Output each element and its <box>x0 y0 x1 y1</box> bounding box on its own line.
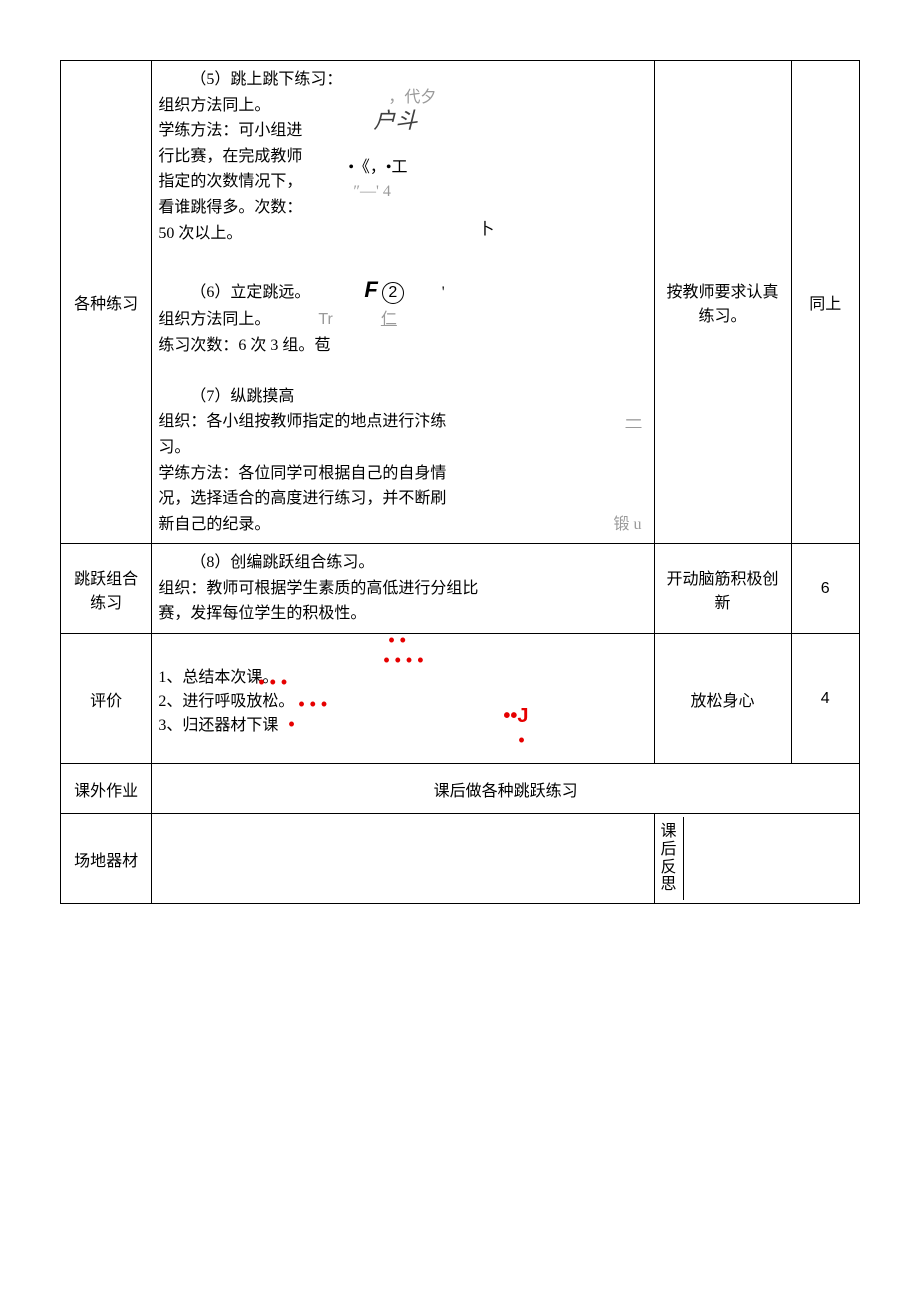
block6-title: （6）立定跳远。 <box>190 284 310 301</box>
row1-label: 各种练习 <box>61 61 152 544</box>
row3-time: 4 <box>791 634 860 764</box>
row5-venue-cell <box>152 814 654 904</box>
block6-circ: 2 <box>382 282 404 304</box>
lesson-plan-page: 各种练习 （5）跳上跳下练习： 组织方法同上。 学练方法：可小组进 行比赛，在完… <box>60 60 860 904</box>
row5-reflection-wrap: 课后反思 <box>654 814 859 904</box>
block6-tr: Tr <box>318 311 333 328</box>
row1-body: （5）跳上跳下练习： 组织方法同上。 学练方法：可小组进 行比赛，在完成教师 指… <box>158 67 647 537</box>
annot-hudou: 户斗 <box>373 103 417 138</box>
row2-req: 开动脑筋积极创新 <box>654 544 791 634</box>
block6-ren: 仁 <box>381 311 397 328</box>
annot-dash4: ″—' 4 <box>353 179 391 205</box>
dot-single: • <box>518 728 524 753</box>
row2-time: 6 <box>791 544 860 634</box>
row2-content: （8）创编跳跃组合练习。 组织：教师可根据学生素质的高低进行分组比 赛，发挥每位… <box>152 544 654 634</box>
row3-req: 放松身心 <box>654 634 791 764</box>
block5-l3: 行比赛，在完成教师 <box>158 148 302 165</box>
dots-4: • • • <box>298 692 327 717</box>
row2-body: （8）创编跳跃组合练习。 组织：教师可根据学生素质的高低进行分组比 赛，发挥每位… <box>158 550 647 627</box>
row1-time: 同上 <box>791 61 860 544</box>
lesson-table: 各种练习 （5）跳上跳下练习： 组织方法同上。 学练方法：可小组进 行比赛，在完… <box>60 60 860 904</box>
row5-inner-table: 课后反思 <box>655 817 859 899</box>
block5-l4: 指定的次数情况下， <box>158 173 302 190</box>
row4-content: 课后做各种跳跃练习 <box>152 764 860 814</box>
block7-l4: 况，选择适合的高度进行练习，并不断刷 <box>158 490 446 507</box>
row-venue-reflection: 场地器材 课后反思 <box>61 814 860 904</box>
block8-l1: 组织：教师可根据学生素质的高低进行分组比 <box>158 580 478 597</box>
row4-label: 课外作业 <box>61 764 152 814</box>
eval-l3: 3、归还器材下课 <box>158 711 647 735</box>
block5-l5: 看谁跳得多。次数： <box>158 199 302 216</box>
block5-l6: 50 次以上。 <box>158 225 242 242</box>
block7-duanu: 锻 u <box>614 512 642 538</box>
row3-label: 评价 <box>61 634 152 764</box>
annot-bu: 卜 <box>478 217 494 243</box>
block7-title: （7）纵跳摸高 <box>158 384 647 410</box>
row5-label: 场地器材 <box>61 814 152 904</box>
block8-title: （8）创编跳跃组合练习。 <box>158 550 647 576</box>
block7-l5: 新自己的纪录。 <box>158 516 270 533</box>
block6-l2: 练习次数：6 次 3 组。苞 <box>158 337 330 354</box>
block7-l2: 习。 <box>158 439 190 456</box>
row5-vlabel: 课后反思 <box>655 817 684 899</box>
eval-l2: 2、进行呼吸放松。 <box>158 687 647 711</box>
block7-l3: 学练方法：各位同学可根据自己的自身情 <box>158 465 446 482</box>
row1-content: （5）跳上跳下练习： 组织方法同上。 学练方法：可小组进 行比赛，在完成教师 指… <box>152 61 654 544</box>
row1-req: 按教师要求认真练习。 <box>654 61 791 544</box>
block6-l1a: 组织方法同上。 <box>158 311 270 328</box>
annot-bullets: •《，•工 <box>348 155 407 181</box>
row-homework: 课外作业 课后做各种跳跃练习 <box>61 764 860 814</box>
row-various-practice: 各种练习 （5）跳上跳下练习： 组织方法同上。 学练方法：可小组进 行比赛，在完… <box>61 61 860 544</box>
block8-l2: 赛，发挥每位学生的积极性。 <box>158 605 366 622</box>
row-jump-combo: 跳跃组合练习 （8）创编跳跃组合练习。 组织：教师可根据学生素质的高低进行分组比… <box>61 544 860 634</box>
block5-l1: 组织方法同上。 <box>158 97 270 114</box>
dots-5: • <box>288 712 294 737</box>
block6-prime: ' <box>442 284 445 301</box>
row5-reflection-cell <box>683 817 859 899</box>
row-evaluation: 评价 1、总结本次课。 2、进行呼吸放松。 3、归还器材下课 放松身心 4 <box>61 634 860 764</box>
block7-yi: 一 <box>626 409 642 435</box>
block6-f: F <box>364 277 377 302</box>
block5-l2: 学练方法：可小组进 <box>158 122 302 139</box>
row2-label: 跳跃组合练习 <box>61 544 152 634</box>
vlabel-text: 课后反思 <box>661 823 677 893</box>
dots-2: • • • • <box>383 648 423 673</box>
dots-j: ••J <box>503 700 528 732</box>
dots-3: • • • <box>258 670 287 695</box>
block7-l1: 组织：各小组按教师指定的地点进行汴练 <box>158 413 446 430</box>
